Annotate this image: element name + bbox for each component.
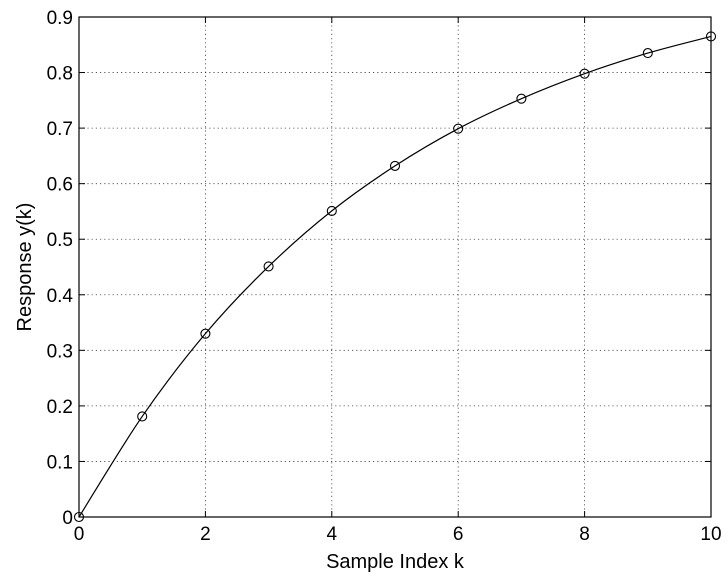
- x-tick-label: 2: [200, 524, 211, 545]
- y-tick-label: 0.2: [47, 397, 73, 418]
- y-tick-label: 0.9: [47, 8, 73, 29]
- y-tick-label: 0: [62, 508, 73, 529]
- y-tick-label: 0.1: [47, 452, 73, 473]
- series-line: [78, 35, 712, 518]
- tick-marks: [78, 16, 712, 518]
- x-tick-label: 8: [579, 524, 590, 545]
- y-tick-label: 0.5: [47, 230, 73, 251]
- x-tick-label: 6: [453, 524, 464, 545]
- y-tick-label: 0.3: [47, 341, 73, 362]
- data-point-marker: [389, 160, 401, 171]
- data-point-marker: [137, 411, 148, 422]
- data-point-marker: [73, 511, 85, 523]
- y-tick-label: 0.4: [47, 286, 74, 307]
- x-tick-label: 4: [327, 524, 338, 545]
- series-group: [73, 31, 717, 523]
- axes-box: [78, 16, 712, 518]
- data-point-marker: [326, 205, 337, 216]
- x-tick-labels: 0 2 4 6 8 10: [74, 524, 722, 545]
- data-point-marker: [579, 68, 590, 79]
- data-point-marker: [453, 123, 464, 134]
- grid: [79, 17, 711, 517]
- y-axis-label: Response y(k): [14, 203, 36, 332]
- y-tick-label: 0.7: [47, 119, 73, 140]
- data-point-marker: [516, 93, 527, 104]
- y-tick-labels: 0 0.1 0.2 0.3 0.4 0.5 0.6 0.7 0.8 0.9: [47, 8, 74, 529]
- data-point-marker: [642, 48, 653, 59]
- data-point-marker: [263, 261, 274, 272]
- x-tick-label: 10: [700, 524, 721, 545]
- x-tick-label: 0: [74, 524, 85, 545]
- data-point-marker: [705, 31, 717, 42]
- y-tick-label: 0.6: [47, 175, 73, 196]
- data-point-marker: [200, 328, 211, 339]
- y-tick-label: 0.8: [47, 64, 73, 85]
- x-axis-label: Sample Index k: [326, 551, 465, 573]
